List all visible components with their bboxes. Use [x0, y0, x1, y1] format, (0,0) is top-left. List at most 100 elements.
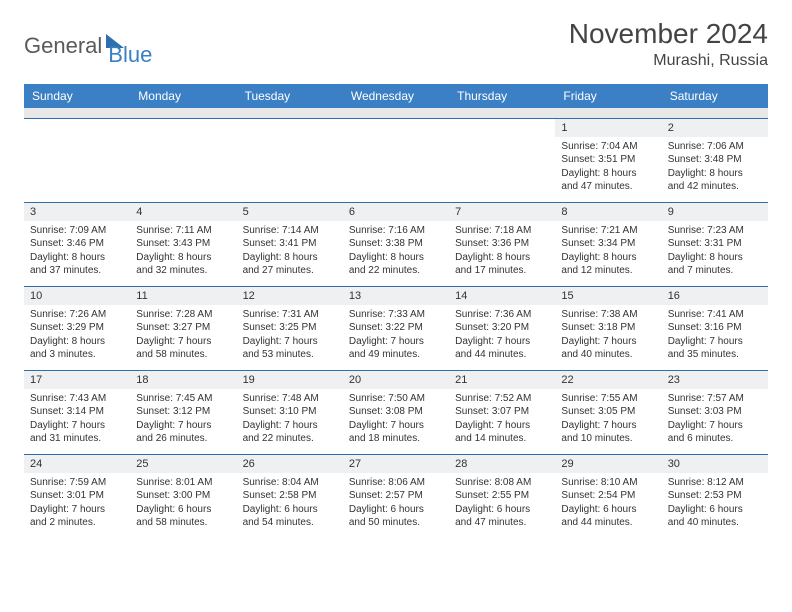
sunrise-line: Sunrise: 7:18 AM — [455, 224, 549, 238]
day-number: 11 — [130, 286, 236, 305]
daylight-line: Daylight: 6 hours and 44 minutes. — [561, 503, 655, 530]
day-detail: Sunrise: 7:09 AMSunset: 3:46 PMDaylight:… — [24, 221, 130, 287]
empty-day-detail — [24, 137, 130, 203]
daylight-line: Daylight: 7 hours and 53 minutes. — [243, 335, 337, 362]
empty-day-detail — [449, 137, 555, 203]
day-number: 13 — [343, 286, 449, 305]
sunrise-line: Sunrise: 7:28 AM — [136, 308, 230, 322]
day-number: 21 — [449, 370, 555, 389]
day-number: 14 — [449, 286, 555, 305]
day-number: 7 — [449, 202, 555, 221]
daylight-line: Daylight: 7 hours and 49 minutes. — [349, 335, 443, 362]
day-number: 1 — [555, 118, 661, 137]
daylight-line: Daylight: 7 hours and 22 minutes. — [243, 419, 337, 446]
day-detail: Sunrise: 7:14 AMSunset: 3:41 PMDaylight:… — [237, 221, 343, 287]
empty-day-detail — [237, 137, 343, 203]
sunrise-line: Sunrise: 7:06 AM — [668, 140, 762, 154]
sunrise-line: Sunrise: 7:59 AM — [30, 476, 124, 490]
sunset-line: Sunset: 3:16 PM — [668, 321, 762, 335]
weekday-header: Saturday — [662, 84, 768, 108]
empty-day-detail — [343, 137, 449, 203]
day-number: 9 — [662, 202, 768, 221]
empty-day-number — [237, 118, 343, 137]
day-number: 25 — [130, 454, 236, 473]
daylight-line: Daylight: 8 hours and 7 minutes. — [668, 251, 762, 278]
daylight-line: Daylight: 7 hours and 2 minutes. — [30, 503, 124, 530]
day-number: 3 — [24, 202, 130, 221]
daylight-line: Daylight: 6 hours and 58 minutes. — [136, 503, 230, 530]
sunrise-line: Sunrise: 8:06 AM — [349, 476, 443, 490]
sunset-line: Sunset: 3:08 PM — [349, 405, 443, 419]
day-detail: Sunrise: 7:50 AMSunset: 3:08 PMDaylight:… — [343, 389, 449, 455]
day-detail: Sunrise: 7:52 AMSunset: 3:07 PMDaylight:… — [449, 389, 555, 455]
day-detail-row: Sunrise: 7:09 AMSunset: 3:46 PMDaylight:… — [24, 221, 768, 287]
daylight-line: Daylight: 6 hours and 40 minutes. — [668, 503, 762, 530]
weekday-header: Monday — [130, 84, 236, 108]
sunset-line: Sunset: 3:12 PM — [136, 405, 230, 419]
day-number: 15 — [555, 286, 661, 305]
day-detail: Sunrise: 7:16 AMSunset: 3:38 PMDaylight:… — [343, 221, 449, 287]
day-number: 6 — [343, 202, 449, 221]
day-detail-row: Sunrise: 7:59 AMSunset: 3:01 PMDaylight:… — [24, 473, 768, 538]
daylight-line: Daylight: 7 hours and 18 minutes. — [349, 419, 443, 446]
sunset-line: Sunset: 3:31 PM — [668, 237, 762, 251]
day-detail: Sunrise: 7:41 AMSunset: 3:16 PMDaylight:… — [662, 305, 768, 371]
sunset-line: Sunset: 3:14 PM — [30, 405, 124, 419]
sunset-line: Sunset: 3:29 PM — [30, 321, 124, 335]
daylight-line: Daylight: 8 hours and 42 minutes. — [668, 167, 762, 194]
day-detail: Sunrise: 7:21 AMSunset: 3:34 PMDaylight:… — [555, 221, 661, 287]
daylight-line: Daylight: 7 hours and 26 minutes. — [136, 419, 230, 446]
day-number-row: 17181920212223 — [24, 370, 768, 389]
sunset-line: Sunset: 3:41 PM — [243, 237, 337, 251]
day-number: 17 — [24, 370, 130, 389]
day-number-row: 10111213141516 — [24, 286, 768, 305]
day-number: 12 — [237, 286, 343, 305]
month-title: November 2024 — [569, 18, 768, 50]
sunrise-line: Sunrise: 7:33 AM — [349, 308, 443, 322]
sunrise-line: Sunrise: 7:41 AM — [668, 308, 762, 322]
sunset-line: Sunset: 2:58 PM — [243, 489, 337, 503]
day-number: 20 — [343, 370, 449, 389]
sunrise-line: Sunrise: 7:38 AM — [561, 308, 655, 322]
day-detail: Sunrise: 7:28 AMSunset: 3:27 PMDaylight:… — [130, 305, 236, 371]
day-detail: Sunrise: 8:08 AMSunset: 2:55 PMDaylight:… — [449, 473, 555, 538]
sunrise-line: Sunrise: 7:52 AM — [455, 392, 549, 406]
empty-day-number — [449, 118, 555, 137]
sunrise-line: Sunrise: 8:12 AM — [668, 476, 762, 490]
day-detail: Sunrise: 7:23 AMSunset: 3:31 PMDaylight:… — [662, 221, 768, 287]
logo-text-general: General — [24, 33, 102, 59]
daylight-line: Daylight: 8 hours and 37 minutes. — [30, 251, 124, 278]
daylight-line: Daylight: 6 hours and 54 minutes. — [243, 503, 337, 530]
empty-day-detail — [130, 137, 236, 203]
sunset-line: Sunset: 3:00 PM — [136, 489, 230, 503]
sunrise-line: Sunrise: 7:11 AM — [136, 224, 230, 238]
day-detail: Sunrise: 7:57 AMSunset: 3:03 PMDaylight:… — [662, 389, 768, 455]
day-detail: Sunrise: 7:48 AMSunset: 3:10 PMDaylight:… — [237, 389, 343, 455]
day-detail: Sunrise: 7:06 AMSunset: 3:48 PMDaylight:… — [662, 137, 768, 203]
sunrise-line: Sunrise: 7:23 AM — [668, 224, 762, 238]
daylight-line: Daylight: 6 hours and 47 minutes. — [455, 503, 549, 530]
day-detail: Sunrise: 7:45 AMSunset: 3:12 PMDaylight:… — [130, 389, 236, 455]
day-detail-row: Sunrise: 7:43 AMSunset: 3:14 PMDaylight:… — [24, 389, 768, 455]
day-detail: Sunrise: 8:10 AMSunset: 2:54 PMDaylight:… — [555, 473, 661, 538]
daylight-line: Daylight: 8 hours and 47 minutes. — [561, 167, 655, 194]
sunrise-line: Sunrise: 8:10 AM — [561, 476, 655, 490]
sunset-line: Sunset: 3:46 PM — [30, 237, 124, 251]
daylight-line: Daylight: 7 hours and 14 minutes. — [455, 419, 549, 446]
sunrise-line: Sunrise: 7:48 AM — [243, 392, 337, 406]
sunset-line: Sunset: 3:03 PM — [668, 405, 762, 419]
sunset-line: Sunset: 3:07 PM — [455, 405, 549, 419]
day-detail: Sunrise: 7:38 AMSunset: 3:18 PMDaylight:… — [555, 305, 661, 371]
empty-day-number — [343, 118, 449, 137]
day-detail: Sunrise: 7:43 AMSunset: 3:14 PMDaylight:… — [24, 389, 130, 455]
sunset-line: Sunset: 3:20 PM — [455, 321, 549, 335]
sunrise-line: Sunrise: 7:21 AM — [561, 224, 655, 238]
daylight-line: Daylight: 7 hours and 35 minutes. — [668, 335, 762, 362]
sunrise-line: Sunrise: 7:31 AM — [243, 308, 337, 322]
sunset-line: Sunset: 3:10 PM — [243, 405, 337, 419]
day-number: 18 — [130, 370, 236, 389]
sunset-line: Sunset: 3:36 PM — [455, 237, 549, 251]
daylight-line: Daylight: 7 hours and 31 minutes. — [30, 419, 124, 446]
sunset-line: Sunset: 2:54 PM — [561, 489, 655, 503]
spacer-row — [24, 108, 768, 118]
